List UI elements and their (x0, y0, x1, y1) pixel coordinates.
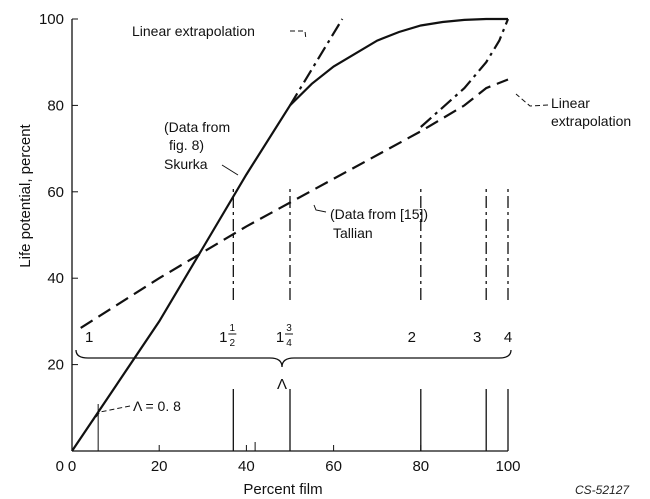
lambda-mark-label-den: 2 (230, 338, 236, 349)
y-axis-title: Life potential, percent (17, 123, 34, 267)
y-tick-label: 100 (39, 11, 64, 28)
x-tick-label: 80 (412, 458, 429, 475)
lambda-mark-label: 1 (219, 329, 227, 346)
y-tick-label: 60 (47, 184, 64, 201)
leader-skurka (221, 164, 239, 176)
x-tick-label: 40 (238, 458, 255, 475)
lambda-mark-label-den: 4 (286, 338, 292, 349)
lambda-brace (75, 349, 512, 368)
series-line (71, 17, 508, 452)
x-axis-title: Percent film (243, 481, 322, 498)
anno-linear-right-line1: Linear (551, 95, 590, 111)
leader-top (290, 30, 307, 41)
lambda-mark-label-num: 1 (230, 323, 236, 334)
series-line (420, 18, 510, 128)
lambda-mark-label: 1 (276, 329, 284, 346)
axis-ticks: 0 20 40 60 80 100 20 40 60 80 100 0 (39, 11, 521, 475)
x-tick-label: 100 (495, 458, 520, 475)
series-layer (71, 17, 510, 452)
series-line (80, 78, 509, 329)
anno-skurka: Skurka (164, 156, 208, 172)
y-tick-label: 80 (47, 97, 64, 114)
leader-lambda08 (91, 405, 131, 423)
anno-tallian: Tallian (333, 225, 373, 241)
anno-linear-right-line2: extrapolation (551, 113, 631, 129)
y-tick-label: 20 (47, 357, 64, 374)
figure-id: CS-52127 (575, 483, 630, 497)
lambda-brace-label: Λ (277, 376, 287, 393)
leader-tallian (313, 204, 327, 213)
lambda-mark-label-num: 3 (286, 323, 292, 334)
leader-right (515, 93, 549, 107)
anno-linear-extrapolation-top: Linear extrapolation (132, 23, 255, 39)
lambda-marks: 1 112 134 2 3 4 (75, 185, 512, 451)
anno-data-fig8-line1: (Data from (164, 119, 230, 135)
series-line (289, 18, 344, 106)
lambda-mark-label: 1 (85, 329, 93, 346)
lambda-mark-label: 4 (504, 329, 512, 346)
anno-lambda-08: Λ = 0. 8 (133, 398, 181, 414)
origin-label: 0 (56, 458, 64, 475)
anno-data-fig8-line2: fig. 8) (169, 137, 204, 153)
x-tick-label: 60 (325, 458, 342, 475)
anno-data-15: (Data from [15]) (330, 206, 428, 222)
x-tick-label: 0 (68, 458, 76, 475)
lambda-mark-label: 3 (473, 329, 481, 346)
x-tick-label: 20 (151, 458, 168, 475)
annotations (91, 30, 549, 423)
y-tick-label: 40 (47, 270, 64, 287)
lambda-mark-label: 2 (408, 329, 416, 346)
